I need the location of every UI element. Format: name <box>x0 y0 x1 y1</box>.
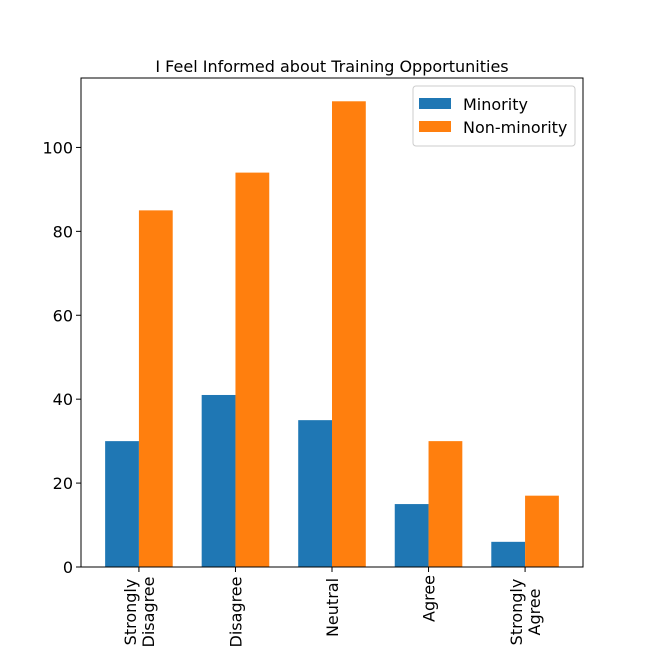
y-tick-label: 80 <box>53 222 73 241</box>
bar <box>298 420 332 567</box>
bar <box>235 172 270 567</box>
legend-label: Minority <box>463 95 528 114</box>
bar <box>428 441 463 567</box>
plot-frame <box>80 77 584 568</box>
x-tick-label: StronglyAgree <box>507 579 544 646</box>
x-tick-label: Agree <box>420 575 439 622</box>
legend-label: Non-minority <box>463 118 567 137</box>
y-tick-label: 20 <box>53 474 73 493</box>
x-tick-label: Disagree <box>226 577 245 648</box>
chart-title: I Feel Informed about Training Opportuni… <box>155 57 508 76</box>
legend-swatch <box>419 121 451 132</box>
x-tick-label: Neutral <box>323 578 342 637</box>
legend-swatch <box>419 98 451 109</box>
x-tick-label: StronglyDisagree <box>121 577 158 648</box>
bar <box>525 495 559 567</box>
bar <box>332 101 366 568</box>
bar <box>105 441 139 567</box>
y-tick-label: 100 <box>42 138 73 157</box>
y-tick-label: 0 <box>63 558 73 577</box>
bar <box>201 394 236 567</box>
y-tick-label: 60 <box>53 306 73 325</box>
bar <box>138 210 173 567</box>
bar <box>491 541 526 567</box>
legend-box <box>412 85 576 147</box>
bar <box>394 504 429 567</box>
y-tick-label: 40 <box>53 390 73 409</box>
